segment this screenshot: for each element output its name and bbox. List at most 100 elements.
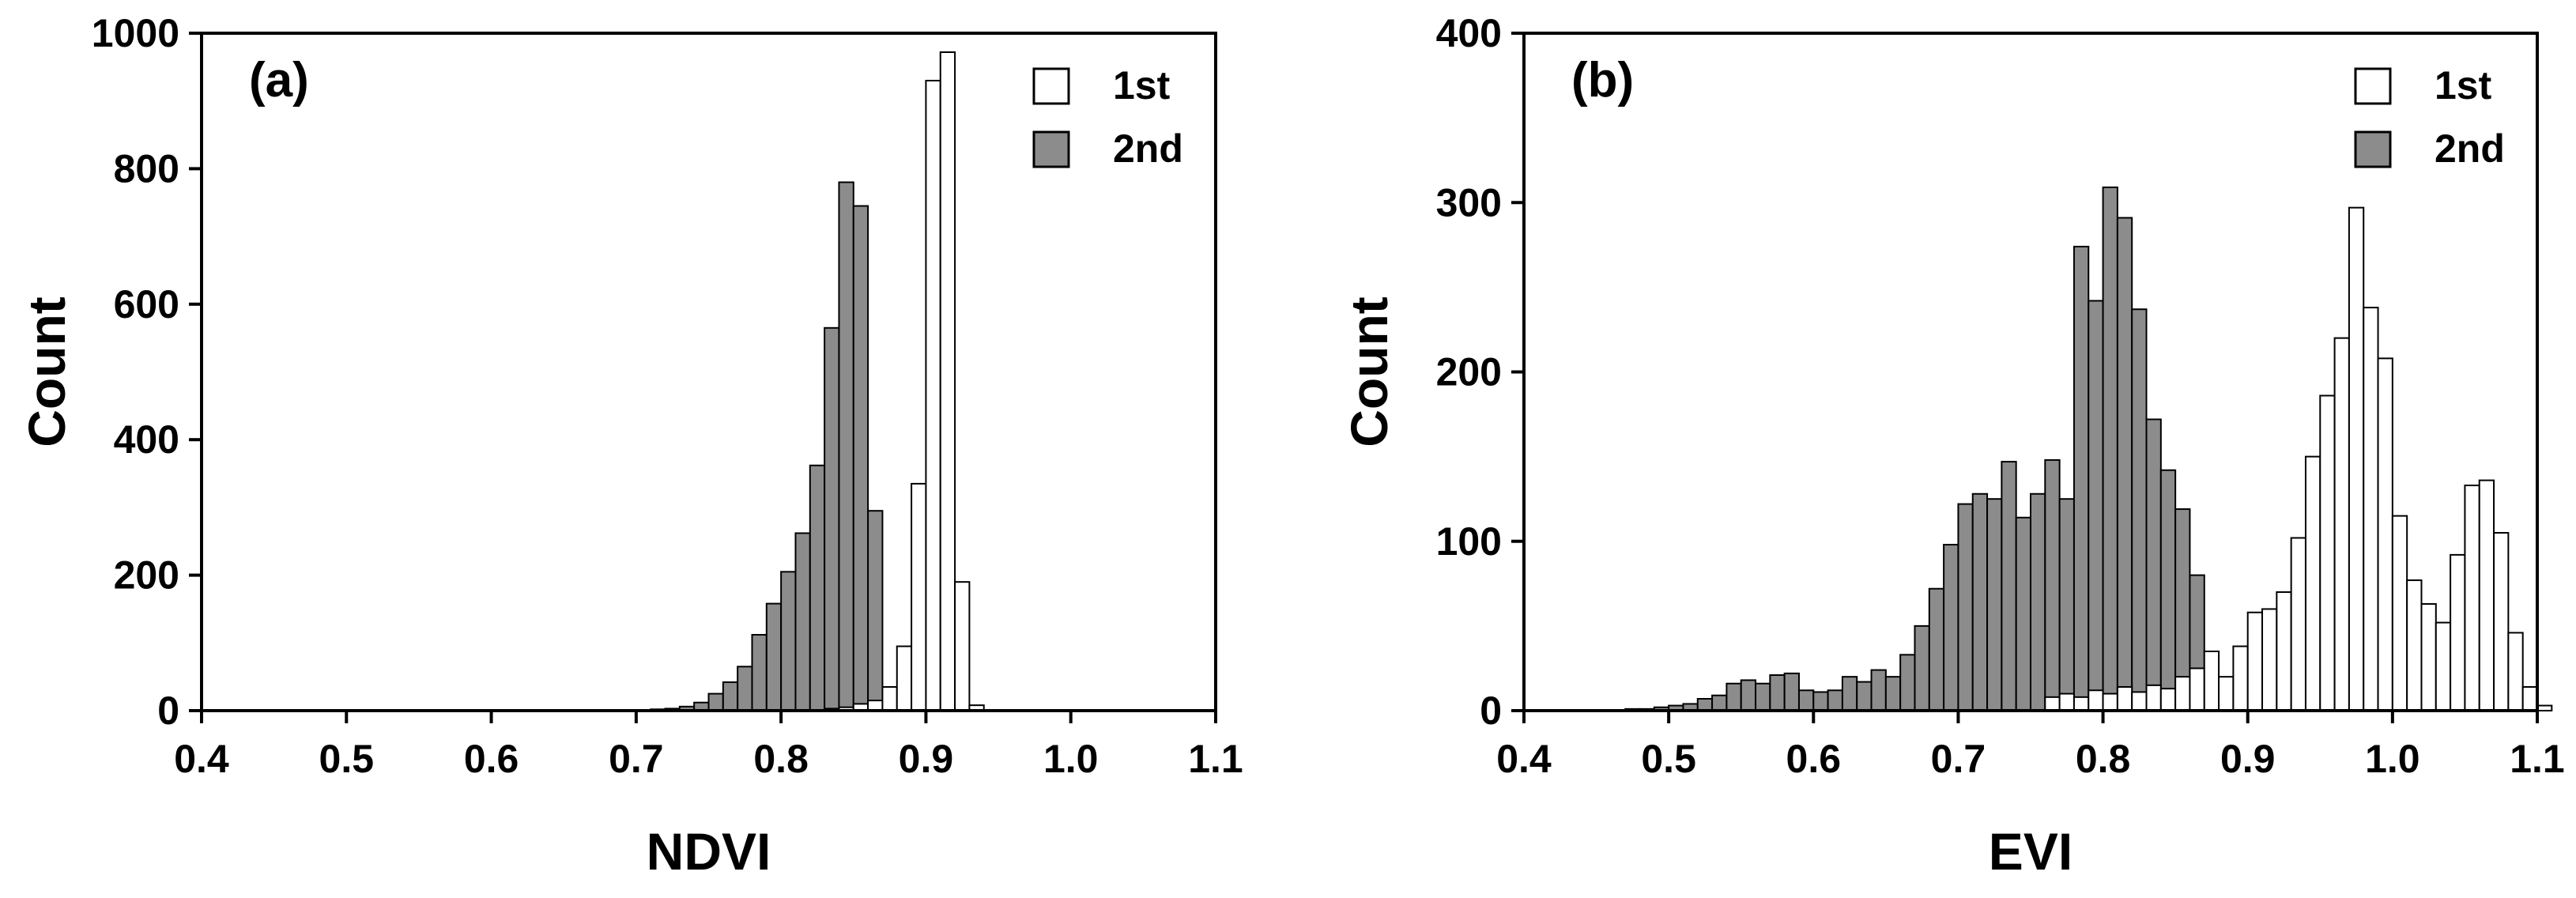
histogram-bar-1st <box>2333 337 2350 711</box>
histogram-bar-1st <box>2348 206 2365 711</box>
x-tick-label: 0.9 <box>2220 737 2276 781</box>
histogram-bar-2nd <box>1797 689 1815 711</box>
histogram-bar-1st <box>2363 307 2379 711</box>
histogram-bar-1st <box>2304 455 2321 711</box>
y-axis-label: Count <box>17 296 76 447</box>
histogram-bar-2nd <box>1726 682 1742 711</box>
histogram-bar-1st <box>2391 515 2408 711</box>
histogram-bar-2nd <box>1769 674 1786 712</box>
legend-swatch-1st <box>1032 67 1070 105</box>
y-tick-label: 600 <box>114 282 179 326</box>
histogram-bar-2nd <box>722 681 739 711</box>
histogram-bar-1st <box>2044 696 2061 711</box>
histogram-bar-1st <box>2072 696 2090 711</box>
histogram-bar-2nd <box>2131 308 2148 711</box>
y-tick-label: 200 <box>1436 350 1502 394</box>
histogram-bar-1st <box>2218 676 2235 712</box>
histogram-bar-2nd <box>1841 676 1858 712</box>
histogram-bar-2nd <box>852 205 869 712</box>
histogram-bar-1st <box>2116 686 2133 712</box>
histogram-bar-2nd <box>1957 503 1974 711</box>
x-tick-label: 0.8 <box>753 737 809 781</box>
histogram-bar-2nd <box>765 602 783 711</box>
histogram-bar-2nd <box>794 532 811 711</box>
histogram-bar-1st <box>2450 553 2466 712</box>
histogram-bar-1st <box>2189 667 2205 711</box>
histogram-bar-1st <box>939 51 956 712</box>
legend-swatch-1st <box>2354 67 2392 105</box>
legend-label-2nd: 2nd <box>2435 126 2505 171</box>
legend-label-2nd: 2nd <box>1113 126 1183 171</box>
histogram-bar-2nd <box>1914 624 1930 711</box>
histogram-bar-2nd <box>1696 698 1714 712</box>
histogram-bar-1st <box>2102 692 2118 712</box>
y-axis-label: Count <box>1340 296 1398 447</box>
histogram-bar-1st <box>2319 394 2336 711</box>
y-tick-label: 400 <box>1436 11 1502 55</box>
x-tick-label: 0.6 <box>464 737 519 781</box>
histogram-bar-2nd <box>1827 689 1843 711</box>
histogram-bar-1st <box>2290 537 2306 712</box>
histogram-bar-1st <box>881 686 898 712</box>
x-tick-label: 1.1 <box>1188 737 1243 781</box>
histogram-bar-2nd <box>2030 492 2046 711</box>
histogram-bar-1st <box>2478 479 2495 711</box>
histogram-bar-1st <box>2246 611 2264 711</box>
panel-label: (a) <box>249 53 309 108</box>
histogram-panel-ndvi: 0.4 0.5 0.6 0.7 0.8 0.9 1.0 1.1 0 200 400 600 800 100… <box>17 11 1243 881</box>
y-tick-label: 200 <box>114 553 179 598</box>
histogram-bar-1st <box>2507 632 2524 712</box>
histogram-bar-1st <box>2521 686 2539 712</box>
x-axis-label: EVI <box>1989 822 2072 881</box>
x-tick-label: 1.1 <box>2510 737 2565 781</box>
histogram-bar-1st <box>2058 692 2075 712</box>
y-tick-label: 100 <box>1436 519 1502 564</box>
histogram-bar-2nd <box>737 666 753 711</box>
plot-frame <box>200 32 1217 712</box>
histogram-bar-2nd <box>2001 461 2017 711</box>
histogram-bar-1st <box>2159 688 2177 712</box>
histogram-bar-2nd <box>1812 691 1829 711</box>
histogram-bar-2nd <box>1755 682 1771 711</box>
histogram-bar-1st <box>2536 704 2553 712</box>
histogram-bar-2nd <box>1884 676 1902 712</box>
histogram-bar-2nd <box>1711 694 1728 712</box>
histogram-bar-2nd <box>707 692 724 712</box>
histogram-bar-2nd <box>867 510 884 711</box>
x-tick-label: 0.5 <box>319 737 375 781</box>
histogram-panel-evi: 0.4 0.5 0.6 0.7 0.8 0.9 1.0 1.1 0 100 200 300 400 EVI… <box>1340 11 2565 881</box>
legend-swatch-2nd <box>1032 130 1070 168</box>
x-tick-label: 0.8 <box>2076 737 2131 781</box>
histogram-bar-2nd <box>2088 300 2104 711</box>
x-tick-label: 1.0 <box>1043 737 1099 781</box>
legend-swatch-2nd <box>2354 130 2392 168</box>
x-tick-label: 1.0 <box>2365 737 2420 781</box>
histogram-bar-2nd <box>838 181 854 712</box>
histogram-bar-2nd <box>1986 498 2003 711</box>
y-tick-label: 0 <box>157 689 179 733</box>
panel-label: (b) <box>1571 53 1634 108</box>
histogram-bar-2nd <box>2116 217 2133 712</box>
histogram-bar-1st <box>2232 645 2249 712</box>
y-tick-label: 1000 <box>92 11 179 55</box>
histogram-bar-1st <box>925 79 941 712</box>
x-tick-label: 0.5 <box>1641 737 1696 781</box>
x-tick-label: 0.4 <box>1496 737 1552 781</box>
histogram-bar-1st <box>954 581 971 711</box>
histogram-bar-2nd <box>2044 458 2061 711</box>
histogram-bar-1st <box>2203 651 2220 712</box>
histogram-bar-1st <box>2174 676 2191 712</box>
histogram-bar-1st <box>2406 579 2423 712</box>
legend-label-1st: 1st <box>2435 63 2492 108</box>
histogram-bar-2nd <box>809 464 826 711</box>
histogram-bar-1st <box>2493 532 2510 711</box>
histogram-bar-2nd <box>780 571 797 711</box>
histogram-bar-1st <box>2088 689 2104 711</box>
histogram-bar-1st <box>2131 691 2148 711</box>
x-tick-label: 0.7 <box>1931 737 1986 781</box>
y-tick-label: 400 <box>114 417 179 462</box>
x-tick-label: 0.7 <box>609 737 664 781</box>
histogram-bar-2nd <box>1856 681 1873 712</box>
histogram-bar-2nd <box>2159 469 2177 711</box>
